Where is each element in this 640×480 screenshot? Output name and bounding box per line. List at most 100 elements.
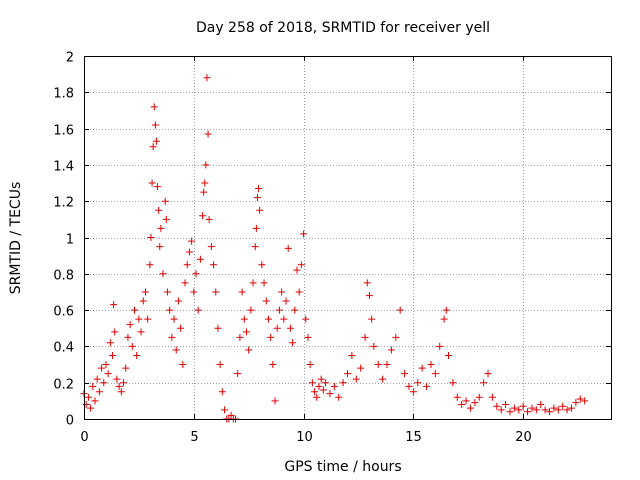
data-point	[427, 361, 435, 369]
data-point	[104, 370, 112, 378]
data-point	[510, 404, 518, 412]
data-point	[135, 315, 143, 323]
data-point	[293, 266, 301, 274]
data-point	[313, 393, 321, 401]
y-tick-label: 2	[66, 51, 74, 66]
data-point	[113, 375, 121, 383]
data-point	[519, 402, 527, 410]
data-point	[370, 342, 378, 350]
data-point	[155, 206, 163, 214]
data-point	[194, 306, 202, 314]
data-point	[188, 237, 196, 245]
data-point	[559, 402, 567, 410]
y-tick-label: 0.8	[53, 269, 74, 284]
data-point	[199, 212, 207, 220]
data-point	[264, 315, 272, 323]
data-point	[572, 399, 580, 407]
data-point	[445, 351, 453, 359]
data-point	[387, 346, 395, 354]
data-point	[550, 404, 558, 412]
data-point	[405, 382, 413, 390]
data-point	[152, 137, 160, 145]
y-tick-label: 1.6	[53, 124, 74, 139]
data-point	[484, 370, 492, 378]
data-point	[154, 183, 162, 191]
data-point	[528, 404, 536, 412]
data-point	[139, 297, 147, 305]
data-point	[111, 328, 119, 336]
data-point	[236, 333, 244, 341]
data-point	[418, 364, 426, 372]
data-point	[212, 288, 220, 296]
data-point	[497, 406, 505, 414]
data-point	[546, 408, 554, 416]
data-point	[117, 388, 125, 396]
data-point	[150, 103, 158, 111]
data-point	[368, 315, 376, 323]
data-point	[156, 243, 164, 251]
data-point	[133, 351, 141, 359]
data-point	[295, 288, 303, 296]
data-point	[475, 393, 483, 401]
data-point	[98, 364, 106, 372]
data-point	[221, 406, 229, 414]
data-point	[91, 397, 99, 405]
data-point	[238, 288, 246, 296]
data-point	[541, 406, 549, 414]
y-tick-label: 1.4	[53, 160, 74, 175]
data-point	[361, 333, 369, 341]
data-point	[278, 288, 286, 296]
data-point	[122, 364, 130, 372]
data-point	[258, 261, 266, 269]
y-tick-label: 1.8	[53, 87, 74, 102]
data-point	[157, 224, 165, 232]
data-point	[269, 361, 277, 369]
data-point	[185, 248, 193, 256]
data-point	[162, 215, 170, 223]
data-point	[168, 333, 176, 341]
data-point	[317, 375, 325, 383]
data-point	[537, 400, 545, 408]
data-point	[148, 179, 156, 187]
data-point	[409, 388, 417, 396]
data-point	[214, 324, 222, 332]
data-point	[210, 261, 218, 269]
x-tick-label: 10	[296, 430, 313, 445]
data-point	[128, 342, 136, 350]
data-point	[179, 361, 187, 369]
data-point	[567, 404, 575, 412]
data-point	[291, 306, 299, 314]
data-point	[146, 261, 154, 269]
grid-lines	[84, 56, 611, 419]
data-point	[306, 361, 314, 369]
data-point	[442, 306, 450, 314]
data-point	[532, 406, 540, 414]
data-point	[89, 382, 97, 390]
data-point	[172, 346, 180, 354]
data-point	[260, 279, 268, 287]
data-point	[147, 234, 155, 241]
data-point	[131, 306, 139, 314]
data-point	[84, 393, 92, 401]
data-point	[124, 333, 132, 341]
data-point	[161, 197, 169, 205]
data-point	[515, 406, 523, 414]
data-point	[431, 370, 439, 378]
y-tick-label: 1	[66, 233, 74, 248]
data-points	[80, 74, 589, 423]
data-point	[205, 215, 213, 223]
data-point	[170, 315, 178, 323]
data-point	[297, 261, 305, 269]
data-point	[163, 288, 171, 296]
data-point	[192, 270, 200, 278]
data-point	[137, 328, 145, 336]
data-point	[311, 388, 319, 396]
data-point	[100, 379, 108, 387]
data-point	[181, 279, 189, 287]
data-point	[344, 370, 351, 378]
data-point	[255, 184, 263, 192]
data-point	[462, 397, 470, 405]
data-point	[87, 404, 95, 412]
data-point	[304, 333, 312, 341]
data-point	[267, 333, 275, 341]
